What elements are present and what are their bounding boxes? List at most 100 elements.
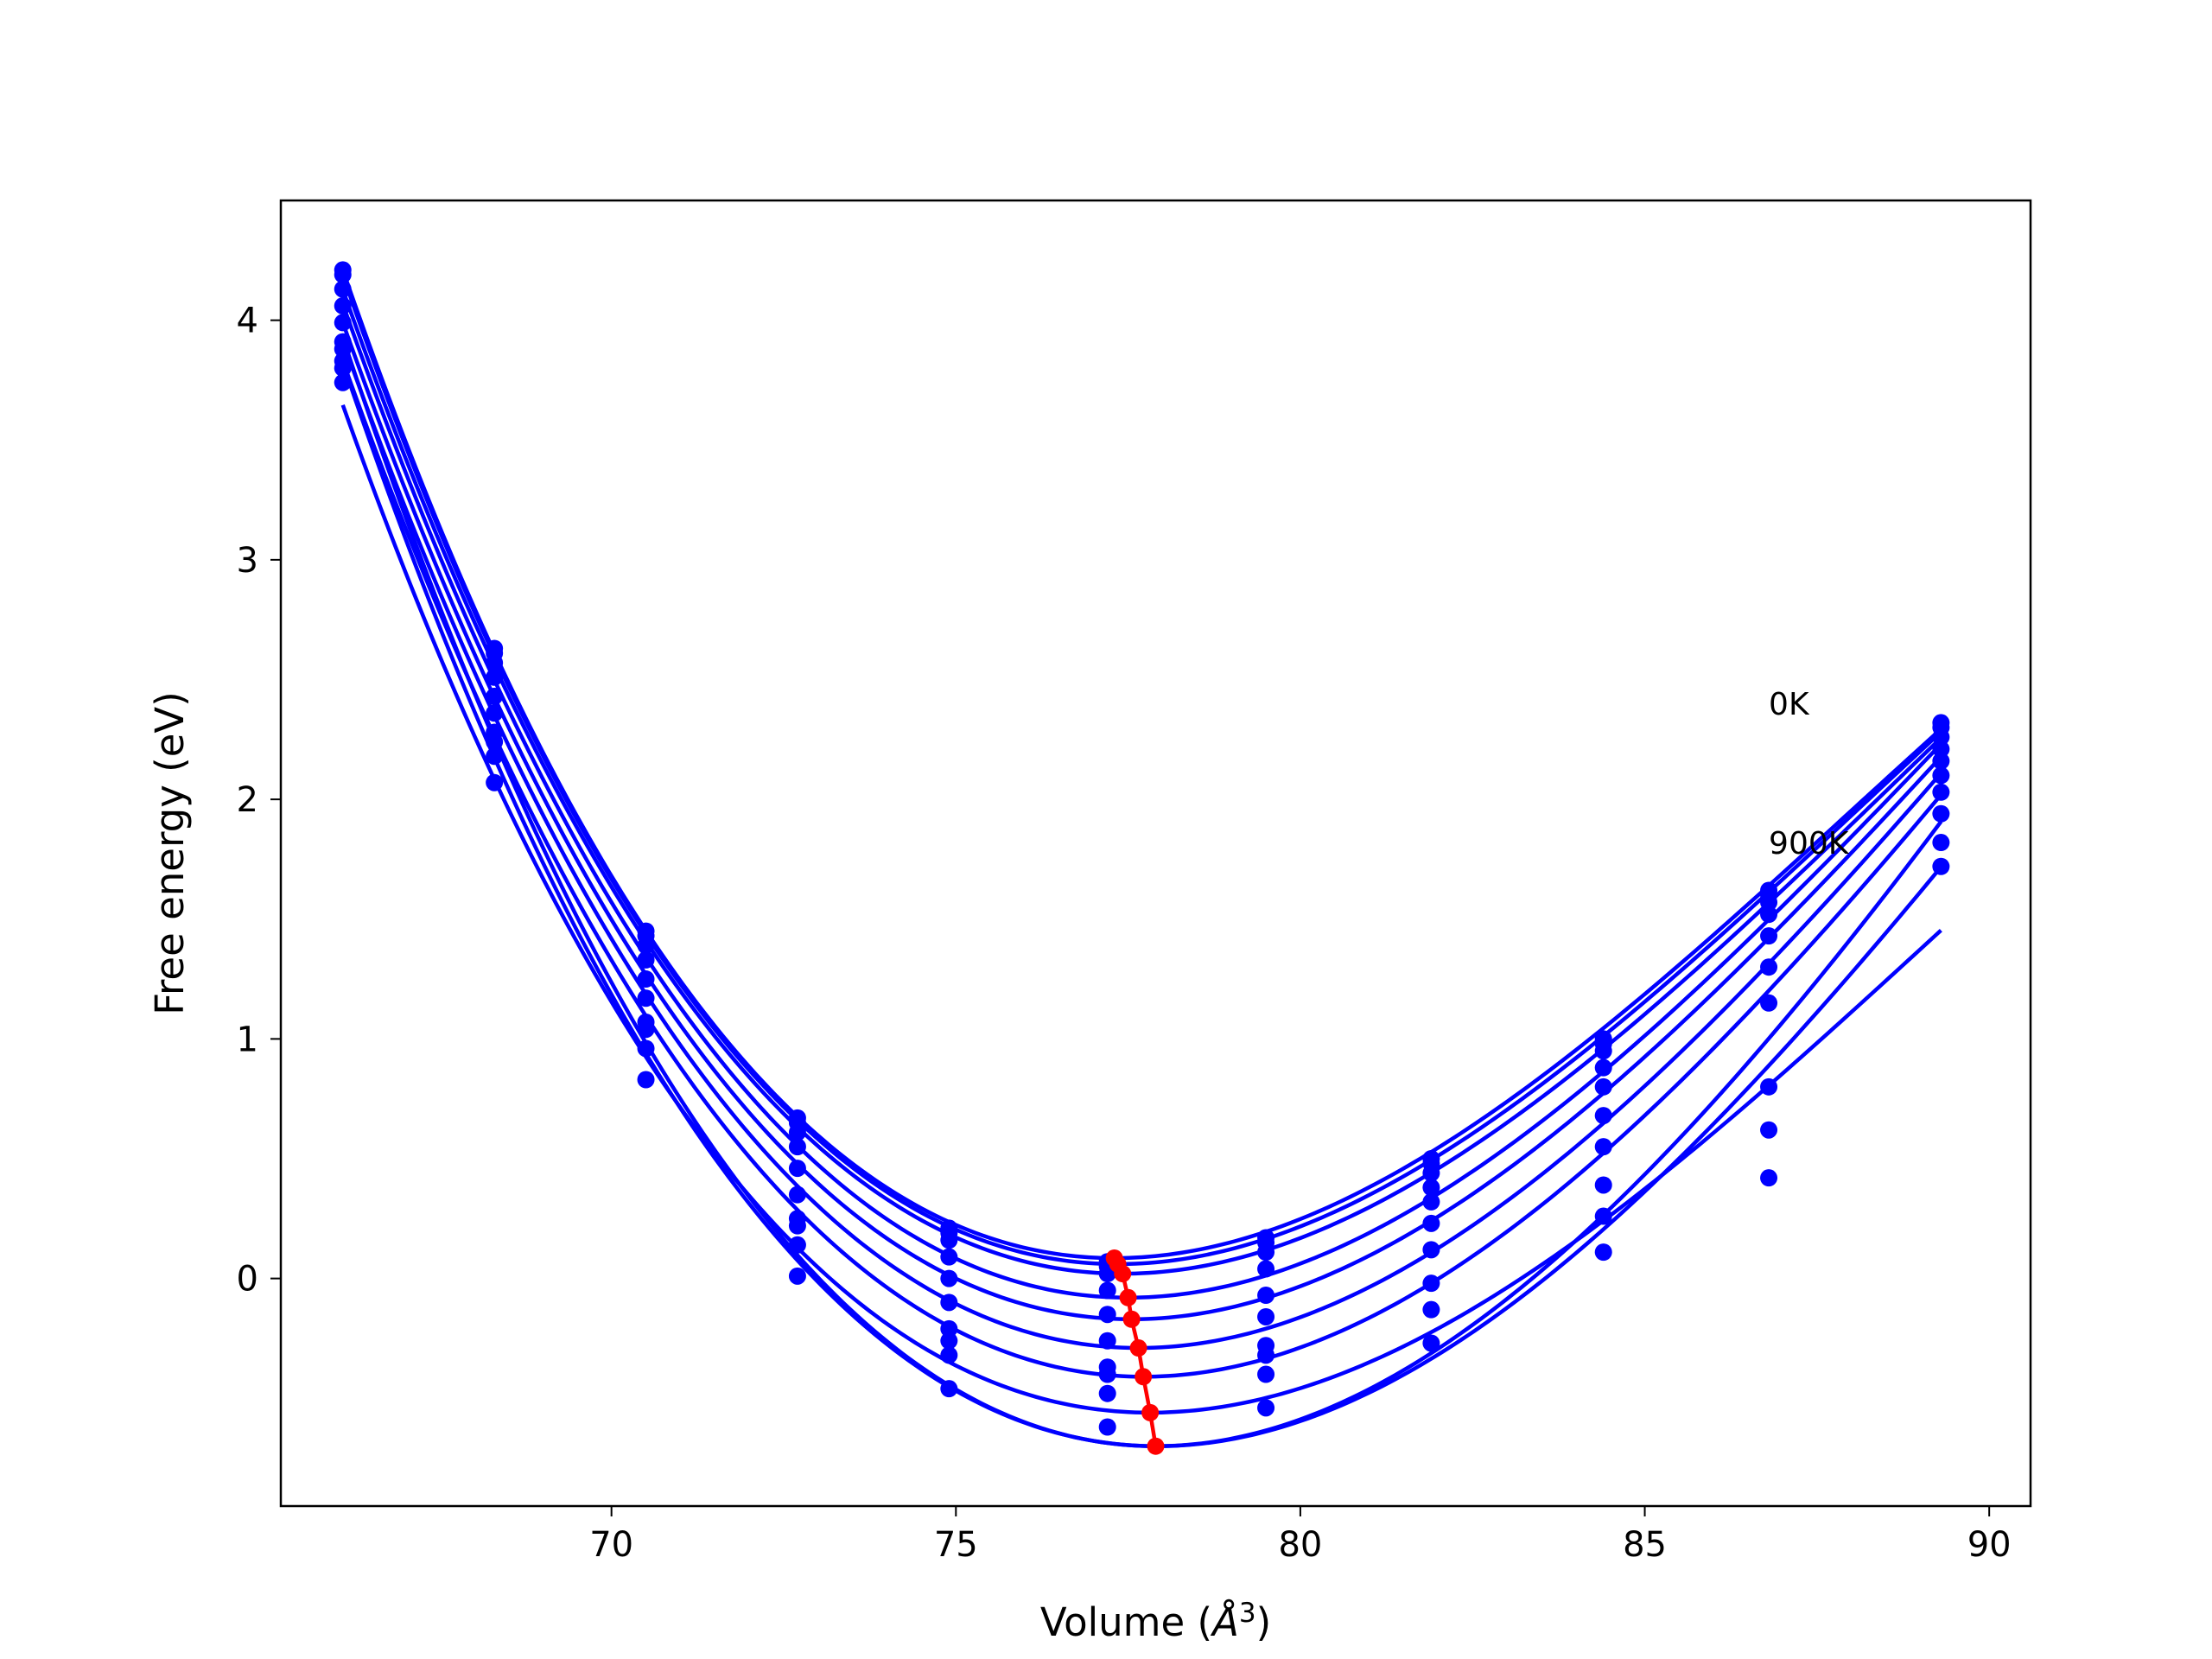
data-point-800K [1257,1365,1275,1383]
data-point-700K [334,373,352,391]
data-point-400K [1932,752,1950,770]
x-axis-label: Volume (Å3) [1040,1598,1271,1645]
data-point-400K [1422,1192,1440,1211]
data-point-700K [788,1267,806,1285]
y-tick-label: 1 [237,1020,258,1059]
minimum-point [1129,1339,1147,1357]
data-point-300K [788,1138,806,1156]
data-point-900K [637,1020,655,1039]
data-point-500K [1257,1307,1275,1325]
data-point-800K [1422,1300,1440,1319]
fit-curve-200K [340,289,1942,1276]
data-point-800K [486,747,504,766]
y-tick-label: 4 [237,302,258,341]
data-point-500K [1422,1214,1440,1232]
fit-curve-900K [340,337,1943,1448]
data-point-200K [1594,1042,1612,1060]
x-tick-label: 90 [1967,1525,2012,1565]
fit-curve-100K [340,274,1942,1267]
plot-area [334,261,1950,1455]
x-tick-label: 70 [589,1525,633,1565]
y-tick-label: 0 [237,1260,258,1300]
minimum-point [1135,1368,1153,1386]
fit-curve-300K [340,303,1942,1300]
data-point-500K [940,1294,958,1312]
data-point-600K [1760,994,1778,1012]
y-axis-label: Free energy (eV) [147,691,193,1014]
data-point-800K [334,359,352,378]
data-point-300K [1098,1281,1116,1300]
minimum-point [1122,1310,1141,1328]
axis-ticks: 70 75 80 85 90 0 1 2 3 4 [237,302,2012,1565]
minimum-point [1147,1437,1165,1455]
data-point-900K [1257,1346,1275,1364]
data-point-200K [486,654,504,672]
curve-annotation: 900K [1769,826,1850,861]
x-tick-label: 80 [1278,1525,1322,1565]
data-point-500K [1594,1107,1612,1125]
data-point-400K [940,1269,958,1287]
data-point-500K [1098,1332,1116,1350]
data-point-600K [1422,1241,1440,1259]
data-point-600K [1932,783,1950,801]
data-point-300K [637,950,655,969]
data-point-200K [1257,1243,1275,1262]
data-point-800K [1932,834,1950,852]
data-point-300K [1932,740,1950,758]
data-point-700K [1257,1399,1275,1417]
y-tick-label: 3 [237,541,258,581]
data-point-900K [1098,1365,1116,1383]
minimum-point [1141,1403,1160,1421]
data-point-400K [486,687,504,705]
data-point-800K [637,1039,655,1058]
data-point-500K [1932,766,1950,785]
data-point-800K [788,1236,806,1254]
data-point-200K [788,1123,806,1141]
data-point-300K [1257,1260,1275,1278]
data-point-900K [486,733,504,751]
data-point-900K [940,1332,958,1350]
data-point-400K [1257,1287,1275,1305]
data-point-600K [940,1319,958,1338]
data-point-200K [1932,728,1950,747]
data-point-700K [1760,1169,1778,1187]
data-point-800K [1760,1121,1778,1139]
data-point-300K [1760,906,1778,924]
data-point-400K [1760,927,1778,945]
data-point-800K [940,1346,958,1364]
data-point-800K [1098,1384,1116,1402]
data-point-300K [1594,1058,1612,1077]
data-point-300K [334,296,352,315]
minimum-point [1114,1265,1132,1283]
data-point-900K [1422,1274,1440,1293]
x-tick-label: 85 [1623,1525,1667,1565]
data-point-200K [637,937,655,955]
data-point-700K [1594,1243,1612,1262]
data-point-500K [637,989,655,1007]
x-tick-label: 75 [934,1525,978,1565]
y-tick-label: 2 [237,780,258,820]
data-point-400K [334,314,352,332]
curve-annotations: 0K 900K [1769,687,1850,861]
data-point-900K [788,1217,806,1235]
data-point-700K [1098,1418,1116,1436]
data-point-500K [788,1185,806,1204]
data-point-500K [1760,958,1778,976]
data-point-100K [334,265,352,283]
data-point-700K [637,1071,655,1089]
data-point-600K [1594,1138,1612,1156]
data-point-800K [1594,1207,1612,1225]
data-point-900K [1594,1176,1612,1194]
curve-annotation: 0K [1769,687,1810,722]
data-point-900K [334,340,352,358]
data-point-300K [1422,1179,1440,1197]
data-point-200K [334,280,352,298]
data-point-200K [1760,893,1778,912]
data-point-400K [637,970,655,988]
data-point-500K [486,704,504,722]
fit-curve-400K [340,321,1943,1321]
data-point-700K [1422,1334,1440,1352]
data-point-400K [788,1160,806,1178]
data-point-300K [940,1248,958,1266]
